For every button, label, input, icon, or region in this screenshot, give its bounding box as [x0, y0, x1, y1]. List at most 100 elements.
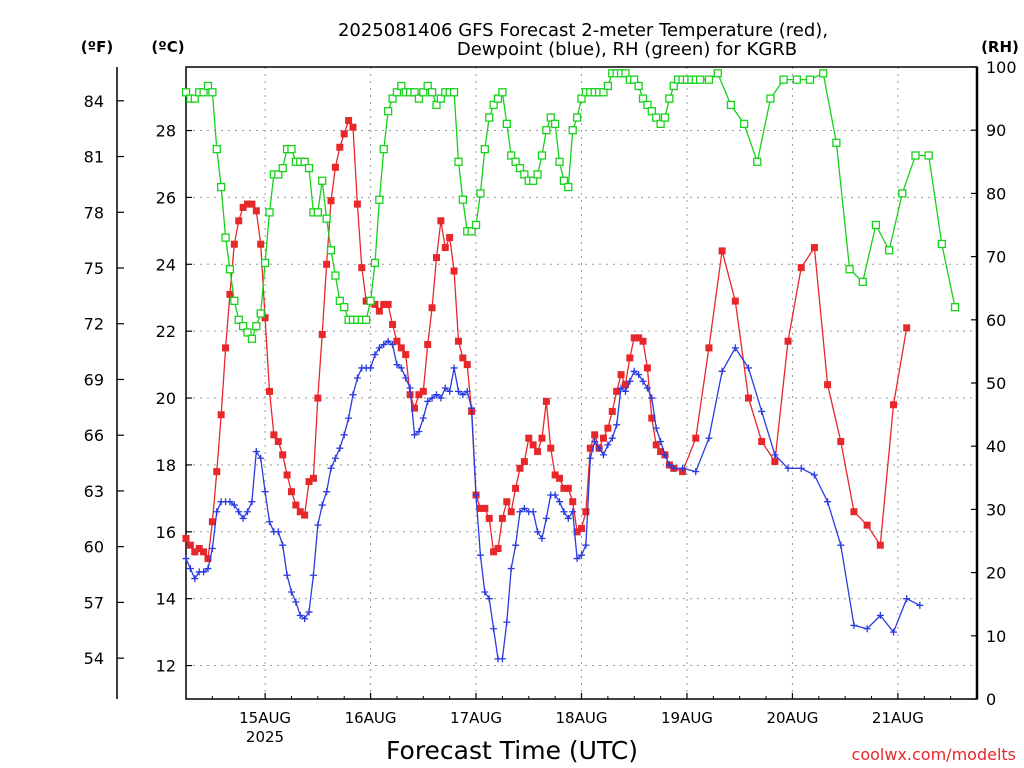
rh-point [221, 233, 230, 242]
rh-point [507, 151, 516, 160]
dewpoint-point [876, 611, 884, 619]
dewpoint-point [204, 565, 212, 573]
temperature-point [336, 143, 344, 151]
temperature-point [718, 247, 726, 255]
temperature-point [235, 217, 243, 225]
rh-point [739, 119, 749, 129]
rh-point [652, 113, 661, 122]
dewpoint-point [890, 628, 898, 636]
temperature-point [292, 501, 300, 509]
rh-point [238, 321, 248, 331]
dewpoint-point [367, 364, 375, 372]
dewpoint-point [340, 431, 348, 439]
temperature-point [345, 117, 353, 125]
dewpoint-point [287, 588, 295, 596]
dewpoint-point [345, 414, 353, 422]
temperature-point [362, 297, 370, 305]
x-tick-label: 19AUG [661, 709, 713, 727]
rh-point [599, 88, 608, 97]
rh-point [779, 75, 788, 84]
rh-point [388, 94, 397, 103]
dewpoint-point [437, 394, 445, 402]
temperature-point [639, 337, 647, 345]
temperature-point [771, 458, 779, 466]
dewpoint-point [560, 508, 568, 516]
temperature-point [441, 244, 449, 252]
x-tick-label: 15AUG [239, 709, 291, 727]
temperature-point [617, 371, 625, 379]
rh-point [480, 145, 489, 154]
f-tick-label: 54 [84, 649, 104, 668]
temperature-point [261, 314, 269, 322]
dewpoint-point [784, 464, 792, 472]
dewpoint-point [744, 364, 752, 372]
rh-point [274, 170, 283, 179]
dewpoint-point [613, 421, 621, 429]
c-tick-label: 14 [156, 590, 176, 609]
temperature-point [402, 351, 410, 359]
rh-point [256, 309, 265, 318]
dewpoint-point [476, 551, 484, 559]
f-tick-label: 72 [84, 315, 104, 334]
rh-point [379, 145, 388, 154]
dewpoint-point [608, 434, 616, 442]
rh-point [383, 107, 393, 116]
dewpoint-point [441, 384, 449, 392]
rh-point [603, 81, 613, 91]
dewpoint-point [406, 384, 414, 392]
rh-point [884, 246, 894, 255]
dewpoint-point [397, 364, 405, 372]
rh-point [643, 100, 652, 110]
dewpoint-point [389, 341, 397, 349]
dewpoint-point [432, 391, 440, 399]
temperature-point [621, 381, 629, 389]
dewpoint-point [758, 407, 766, 415]
rh-tick-label: 60 [986, 311, 1006, 330]
dewpoint-point [349, 391, 357, 399]
temperature-point [498, 514, 506, 522]
temperature-point [371, 300, 379, 308]
dewpoint-point [485, 595, 493, 603]
rh-point [493, 94, 503, 103]
rh-point [234, 315, 243, 324]
rh-point [454, 157, 463, 166]
temperature-point [731, 297, 739, 305]
temperature-point [265, 387, 273, 395]
dewpoint-point [419, 414, 427, 422]
temperature-point [824, 381, 832, 389]
temperature-point [784, 337, 792, 345]
dewpoint-point [639, 377, 647, 385]
x-tick-label: 16AUG [345, 709, 397, 727]
axes: 54 57 60 63 66 69 72 75 78 81 84 12 14 16 18 20 22 24 26 28… [84, 58, 1017, 727]
dewpoint-point [810, 471, 818, 479]
dewpoint-point [635, 371, 643, 379]
dewpoint-point [617, 384, 625, 392]
dewpoint-point [296, 611, 304, 619]
temperature-point [582, 508, 590, 516]
temperature-point [358, 264, 366, 272]
dewpoint-point [274, 528, 282, 536]
dewpoint-point [564, 514, 572, 522]
dewpoint-point [314, 521, 322, 529]
rh-point [458, 195, 468, 204]
temperature-point [507, 508, 515, 516]
dewpoint-point [424, 397, 432, 405]
rh-point [665, 94, 674, 103]
f-tick-label: 60 [84, 538, 104, 557]
temperature-point [630, 334, 638, 342]
temperature-point [657, 448, 665, 456]
temperature-point [569, 498, 577, 506]
rh-point [660, 113, 670, 122]
rh-point [340, 303, 349, 312]
temperature-point [230, 240, 238, 248]
dewpoint-point [648, 394, 656, 402]
dewpoint-point [305, 608, 313, 616]
dewpoint-point [331, 454, 339, 462]
c-tick-label: 20 [156, 389, 176, 408]
temperature-point [380, 300, 388, 308]
rh-point [208, 88, 217, 97]
temperature-point [217, 411, 225, 419]
f-tick-label: 78 [84, 203, 104, 222]
temperature-point [257, 240, 265, 248]
